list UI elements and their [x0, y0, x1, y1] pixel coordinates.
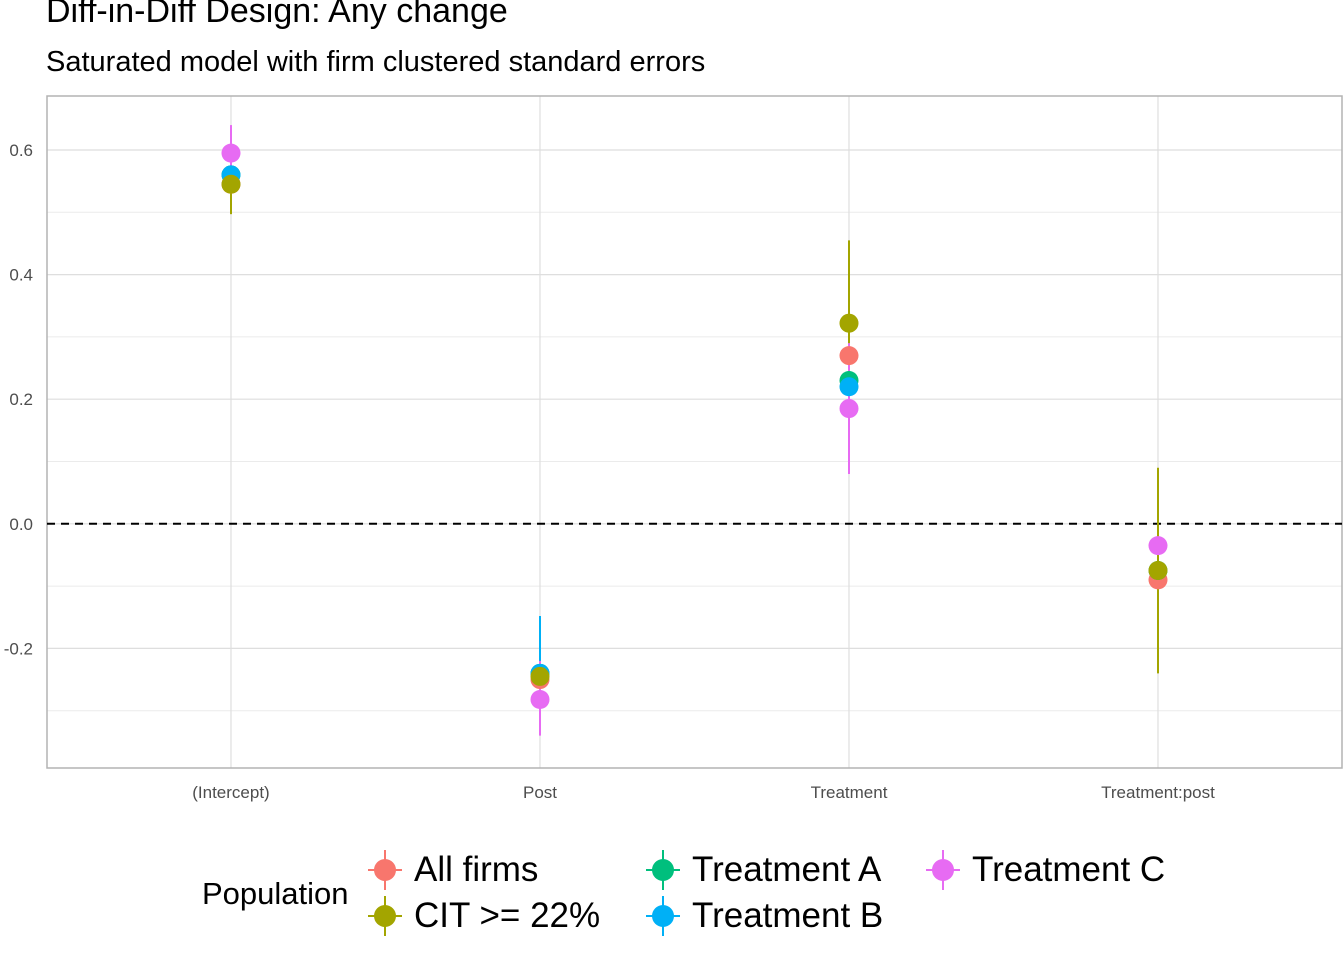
legend-key-icon [644, 894, 684, 938]
data-point [1148, 536, 1168, 556]
chart-title: Diff-in-Diff Design: Any change [46, 0, 508, 30]
data-point [839, 377, 859, 397]
x-tick-label: (Intercept) [192, 783, 269, 802]
legend-item-treatment-a: Treatment A [644, 848, 881, 892]
legend-key-icon [366, 894, 406, 938]
data-point [221, 174, 241, 194]
data-point [530, 689, 550, 709]
legend-item-treatment-b: Treatment B [644, 894, 883, 938]
data-point [221, 143, 241, 163]
y-tick-label: 0.0 [9, 515, 33, 534]
data-point [530, 666, 550, 686]
x-tick-label: Post [523, 783, 557, 802]
y-tick-label: 0.2 [9, 390, 33, 409]
y-tick-label: -0.2 [4, 639, 33, 658]
data-point [1148, 561, 1168, 581]
legend-label: Treatment C [972, 850, 1166, 889]
legend-label: All firms [414, 850, 539, 889]
x-tick-label: Treatment:post [1101, 783, 1215, 802]
data-point [839, 399, 859, 419]
x-tick-label: Treatment [811, 783, 888, 802]
y-tick-label: 0.4 [9, 266, 33, 285]
y-tick-label: 0.6 [9, 141, 33, 160]
chart-subtitle: Saturated model with firm clustered stan… [46, 46, 706, 78]
legend-item-treatment-c: Treatment C [924, 848, 1165, 892]
legend-label: Treatment B [692, 896, 884, 935]
legend-title: Population [202, 876, 349, 911]
legend-item-all-firms: All firms [366, 848, 538, 892]
panel-border [46, 95, 1343, 769]
legend-key-icon [924, 848, 964, 892]
legend-label: CIT >= 22% [414, 896, 601, 935]
legend-item-cit: CIT >= 22% [366, 894, 600, 938]
legend-label: Treatment A [692, 850, 882, 889]
legend-key-icon [644, 848, 684, 892]
legend: Population All firms CIT >= 22% Treatmen… [200, 846, 1300, 946]
legend-key-icon [366, 848, 406, 892]
data-point [839, 346, 859, 366]
data-point [839, 313, 859, 333]
